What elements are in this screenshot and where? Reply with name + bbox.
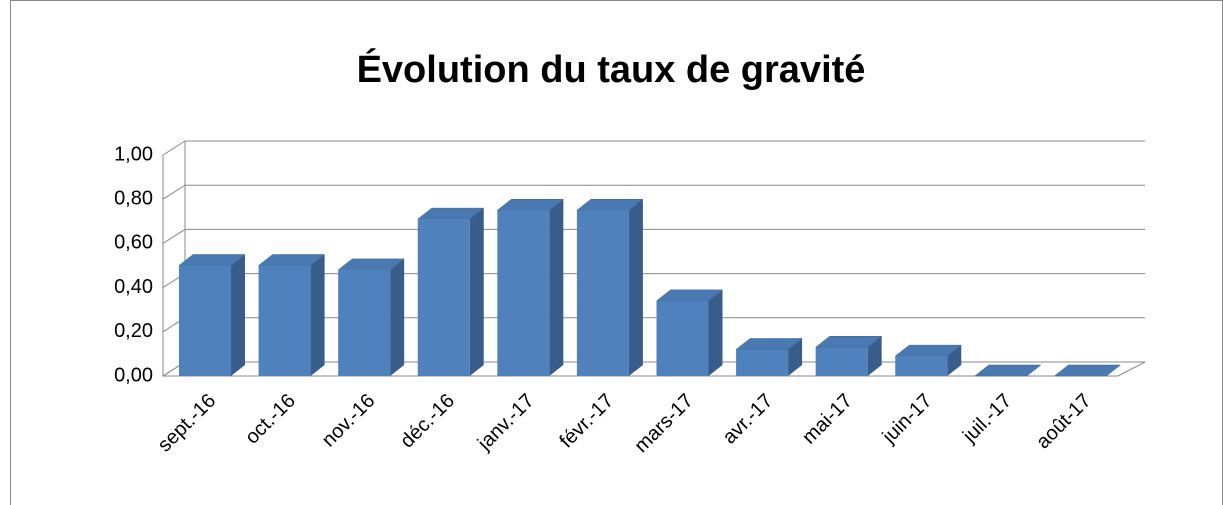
grid-line xyxy=(162,140,1145,156)
grid-line xyxy=(162,184,1145,200)
bar-side xyxy=(549,199,564,376)
bar-side xyxy=(390,258,405,376)
bar xyxy=(417,207,485,376)
bar-side xyxy=(788,338,803,376)
grid-line xyxy=(162,228,1145,244)
bar xyxy=(1053,364,1122,377)
bar-front xyxy=(417,219,470,376)
bar xyxy=(974,364,1042,377)
bar-front xyxy=(338,269,391,376)
chart-title: Évolution du taux de gravité xyxy=(357,47,866,91)
y-tick-label: 0,80 xyxy=(114,187,153,209)
bar-top xyxy=(1053,364,1122,377)
bar-front xyxy=(895,356,948,376)
bar xyxy=(337,258,405,376)
bar-side xyxy=(469,208,484,376)
bar-side xyxy=(867,336,882,376)
bar-front xyxy=(497,210,550,376)
bar-top xyxy=(974,364,1042,377)
bar-side xyxy=(947,345,962,376)
y-tick-label: 0,60 xyxy=(114,232,153,254)
bar-front xyxy=(736,349,789,376)
bar xyxy=(814,336,883,376)
y-tick-label: 0,40 xyxy=(114,276,153,298)
bar-front xyxy=(815,347,868,376)
y-tick-label: 1,00 xyxy=(114,143,153,165)
bar-front xyxy=(258,265,311,376)
y-tick-label: 0,00 xyxy=(114,364,153,386)
bar-side xyxy=(231,254,245,376)
bar-side xyxy=(628,199,643,376)
bar-front xyxy=(179,265,231,376)
bar-side xyxy=(708,289,723,376)
y-tick-label: 0,20 xyxy=(114,320,153,342)
bar xyxy=(257,254,326,376)
bar-side xyxy=(310,254,325,376)
bar xyxy=(735,338,803,376)
bar xyxy=(894,344,962,376)
bar-front xyxy=(576,210,629,376)
bar xyxy=(178,254,246,376)
bar xyxy=(576,199,644,376)
bar xyxy=(655,289,724,376)
bar xyxy=(496,199,565,376)
bar-front xyxy=(656,300,709,376)
